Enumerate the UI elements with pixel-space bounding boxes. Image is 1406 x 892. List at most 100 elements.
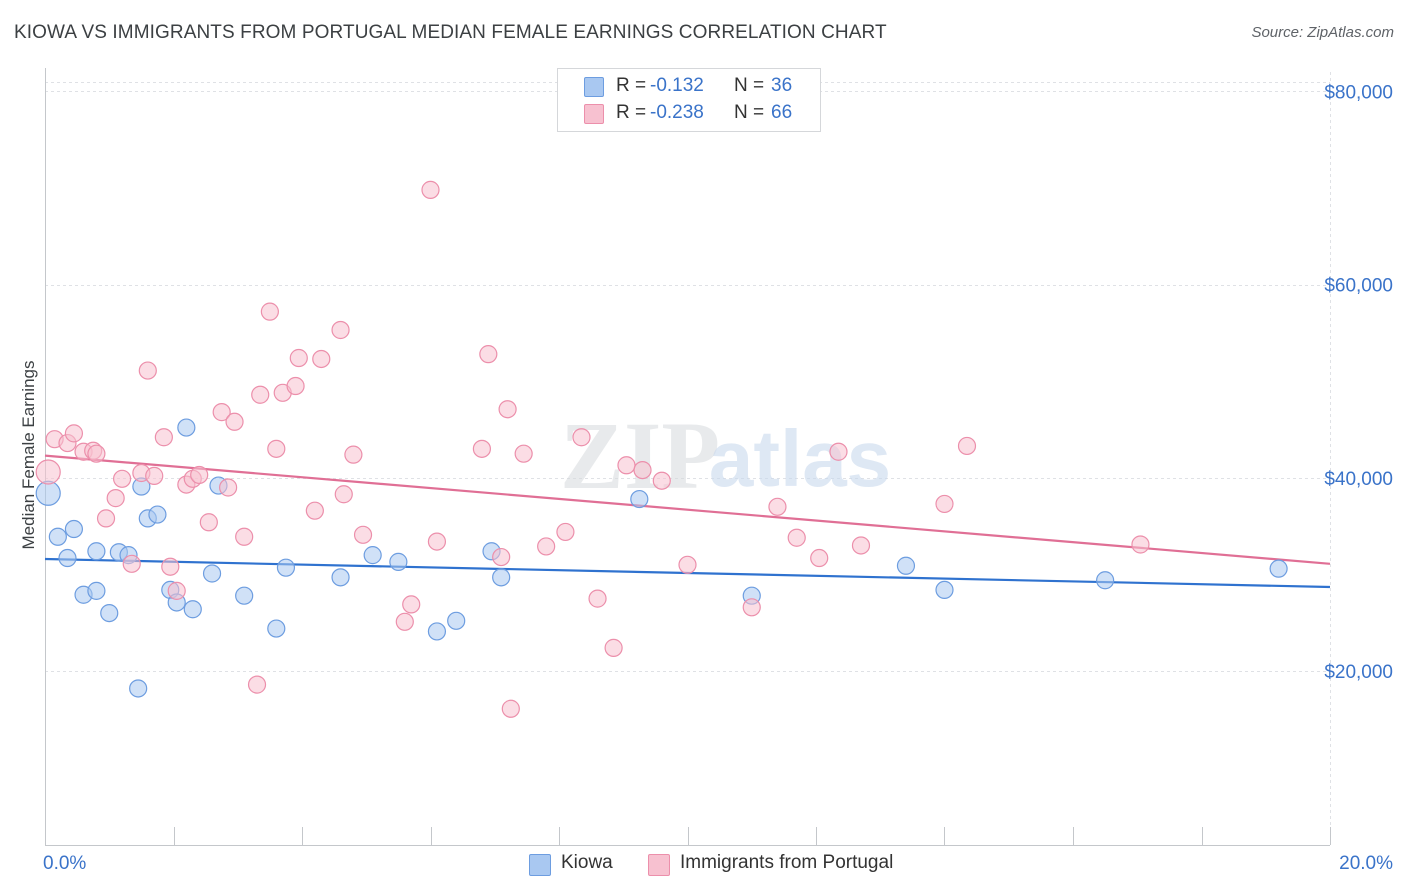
point-portugal	[312, 349, 331, 369]
point-portugal	[851, 536, 871, 555]
x-tick-label: 0.0%	[43, 853, 86, 874]
point-portugal	[617, 456, 636, 475]
point-kiowa	[177, 418, 196, 437]
legend-swatch-kiowa	[529, 854, 551, 876]
point-portugal	[479, 345, 498, 364]
chart-title: KIOWA VS IMMIGRANTS FROM PORTUGAL MEDIAN…	[14, 22, 887, 43]
point-kiowa	[630, 489, 649, 509]
point-kiowa	[64, 519, 84, 539]
point-portugal	[235, 527, 254, 546]
point-kiowa	[492, 568, 511, 587]
point-portugal	[472, 439, 491, 458]
point-portugal	[537, 537, 556, 556]
point-kiowa	[1096, 571, 1115, 590]
point-portugal	[353, 525, 373, 544]
trend-line-portugal	[44, 454, 1331, 565]
point-kiowa	[202, 564, 222, 583]
stats-swatch-kiowa	[584, 77, 604, 97]
point-kiowa	[267, 619, 286, 638]
stats-r-value: -0.238	[650, 102, 704, 123]
point-portugal	[225, 412, 244, 431]
point-portugal	[678, 555, 697, 574]
point-portugal	[260, 302, 279, 321]
point-portugal	[212, 403, 231, 422]
point-portugal	[652, 471, 671, 490]
point-kiowa	[48, 527, 67, 546]
point-portugal	[247, 675, 267, 694]
point-portugal	[112, 469, 132, 488]
x-tick-label: 20.0%	[1339, 853, 1393, 874]
point-portugal	[305, 501, 324, 520]
y-tick-label: $60,000	[1324, 276, 1393, 297]
point-portugal	[572, 428, 591, 447]
point-kiowa	[148, 505, 167, 524]
point-kiowa	[87, 581, 106, 600]
point-portugal	[286, 376, 305, 396]
point-kiowa	[427, 622, 447, 641]
point-portugal	[35, 459, 61, 485]
point-portugal	[935, 494, 954, 514]
y-axis-title: Median Female Earnings	[19, 360, 38, 550]
point-portugal	[633, 460, 652, 480]
point-portugal	[588, 589, 607, 608]
point-kiowa	[235, 586, 254, 605]
tick-labels: $20,000 $40,000 $60,000 $80,000 0.0% 20.0%	[43, 82, 1393, 874]
point-portugal	[787, 528, 806, 547]
point-portugal	[106, 489, 125, 508]
point-portugal	[122, 554, 141, 573]
point-portugal	[427, 532, 447, 551]
watermark-atlas: atlas	[709, 414, 891, 503]
point-portugal	[421, 180, 440, 199]
point-kiowa	[87, 542, 106, 561]
point-portugal	[556, 522, 575, 542]
point-kiowa	[389, 552, 408, 571]
y-tick-label: $40,000	[1324, 469, 1393, 490]
point-portugal	[96, 509, 116, 528]
point-portugal	[219, 478, 238, 497]
y-tick-label: $20,000	[1324, 662, 1393, 683]
point-portugal	[395, 612, 414, 631]
point-portugal	[402, 595, 421, 614]
stats-r-value: -0.132	[650, 75, 704, 96]
point-portugal	[267, 439, 286, 458]
point-portugal	[344, 445, 363, 464]
point-kiowa	[100, 603, 119, 623]
point-kiowa	[447, 611, 466, 630]
point-portugal	[161, 557, 180, 576]
point-portugal	[498, 400, 517, 419]
point-kiowa	[276, 558, 296, 577]
stats-n-value: 36	[771, 75, 793, 96]
point-kiowa	[183, 600, 202, 619]
point-kiowa	[935, 580, 954, 600]
point-portugal	[742, 598, 761, 617]
stats-r-label: R =	[616, 75, 647, 96]
point-portugal	[289, 348, 308, 368]
point-portugal	[810, 548, 829, 568]
stats-box: R = -0.132 N = 36 R = -0.238 N = 66	[557, 68, 821, 132]
point-portugal	[145, 466, 164, 485]
point-kiowa	[363, 546, 382, 565]
point-portugal	[334, 485, 353, 504]
point-portugal	[87, 444, 106, 463]
point-portugal	[768, 497, 787, 516]
source-attribution: Source: ZipAtlas.com	[1251, 24, 1394, 41]
point-portugal	[1131, 535, 1150, 554]
stats-r-label: R =	[616, 102, 647, 123]
point-portugal	[190, 465, 209, 485]
stats-swatch-portugal	[584, 104, 604, 124]
point-portugal	[957, 436, 977, 456]
point-portugal	[154, 428, 173, 447]
watermark: ZIP atlas	[560, 402, 891, 509]
point-portugal	[199, 513, 218, 532]
point-portugal	[501, 699, 520, 718]
point-portugal	[492, 547, 511, 567]
stats-n-label: N =	[734, 102, 765, 123]
data-points	[35, 180, 1288, 718]
stats-n-value: 66	[771, 102, 793, 123]
point-kiowa	[331, 568, 350, 587]
point-portugal	[138, 361, 157, 380]
y-tick-label: $80,000	[1324, 82, 1393, 103]
point-kiowa	[58, 548, 77, 568]
point-kiowa	[896, 556, 916, 575]
